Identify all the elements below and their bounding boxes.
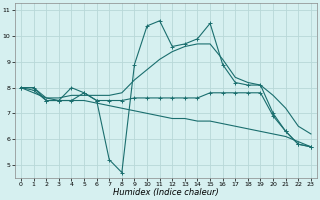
X-axis label: Humidex (Indice chaleur): Humidex (Indice chaleur) bbox=[113, 188, 219, 197]
